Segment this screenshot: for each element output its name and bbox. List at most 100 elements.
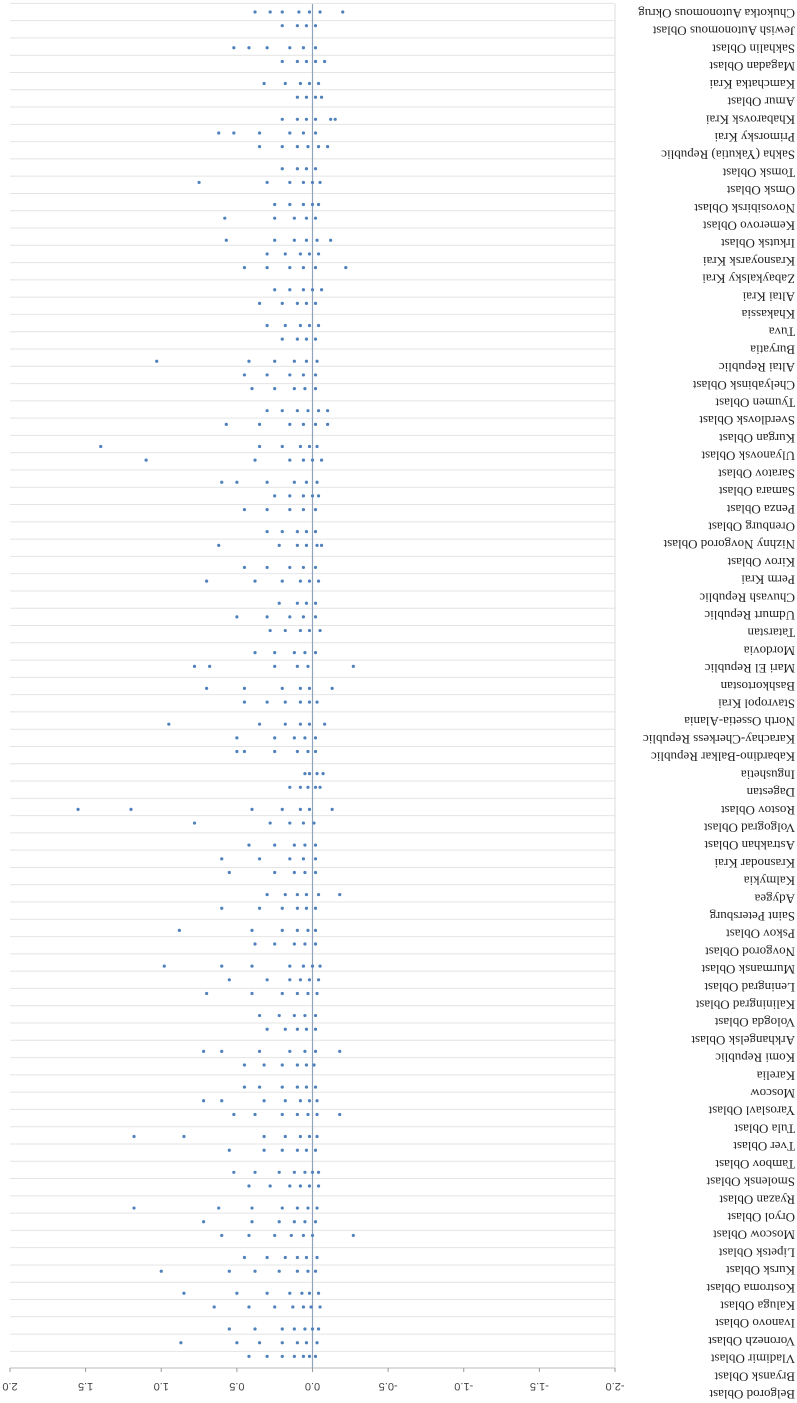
dot <box>217 543 221 547</box>
dot <box>192 821 197 825</box>
dot <box>316 145 321 149</box>
category-label: Zabaykalsky Krai <box>702 272 795 287</box>
category-label: Kaliningrad Oblast <box>695 998 795 1013</box>
dot <box>283 722 287 726</box>
dot <box>295 24 299 28</box>
dot <box>247 1354 251 1358</box>
dot <box>312 821 316 825</box>
dot <box>288 46 292 50</box>
category-label: Tuva <box>769 325 795 340</box>
category-label: Novosibirsk Oblast <box>694 201 795 216</box>
dot <box>292 216 296 220</box>
dot <box>265 252 269 256</box>
dot <box>338 1049 342 1053</box>
dot <box>253 1269 257 1273</box>
dot <box>280 1148 284 1152</box>
dot <box>227 1148 231 1152</box>
category-label: Komi Republic <box>715 1051 795 1066</box>
dot <box>292 1220 296 1224</box>
dot <box>315 238 319 242</box>
category-label: Orenburg Oblast <box>708 519 795 534</box>
category-label: Pskov Oblast <box>726 927 795 942</box>
category-label: Omsk Oblast <box>726 183 795 198</box>
category-label: Nizhny Novgorod Oblast <box>663 537 795 552</box>
category-label: Sakha (Yakutia) Republic <box>661 148 795 163</box>
dot <box>283 1255 287 1260</box>
dot <box>288 288 292 292</box>
dot <box>315 1206 319 1210</box>
category-label: Penza Oblast <box>726 502 795 517</box>
dot <box>304 1148 309 1152</box>
dot <box>295 1255 299 1260</box>
dot <box>326 409 330 413</box>
dot <box>313 131 318 135</box>
dot <box>310 202 315 207</box>
category-label: Khabarovsk Krai <box>705 112 795 127</box>
dot <box>313 615 318 619</box>
dot <box>288 422 292 426</box>
dot <box>318 785 322 789</box>
dot <box>205 579 209 583</box>
dot <box>250 1220 254 1224</box>
dot <box>292 1170 296 1174</box>
dot <box>313 857 318 861</box>
dot <box>310 288 315 292</box>
dot <box>313 1269 318 1273</box>
category-label: Kalmykia <box>744 874 795 889</box>
category-label: Bryansk Oblast <box>714 1369 795 1384</box>
category-label: Krasnoyarsk Krai <box>703 254 795 269</box>
dot <box>313 422 318 426</box>
dot <box>288 978 292 982</box>
dot <box>304 216 309 220</box>
dot <box>283 1134 287 1139</box>
dot <box>220 857 224 861</box>
dot <box>315 991 319 996</box>
dot <box>313 601 318 605</box>
category-label: Moscow Oblast <box>713 1228 795 1243</box>
dot <box>306 1269 310 1273</box>
dot <box>306 785 310 789</box>
dot <box>309 1305 313 1309</box>
dot <box>303 1327 307 1331</box>
dot <box>295 409 299 413</box>
dot <box>253 579 257 583</box>
dot <box>273 664 277 668</box>
dot <box>313 1027 318 1031</box>
dot <box>298 628 302 633</box>
dot <box>307 579 312 583</box>
dot <box>268 1184 272 1188</box>
dot <box>232 131 236 135</box>
category-label: Khakassia <box>741 307 795 322</box>
dot <box>319 543 324 547</box>
dot <box>316 978 321 982</box>
dot <box>307 807 312 811</box>
dot <box>273 216 277 220</box>
category-label: Moscow <box>750 1086 795 1101</box>
dot <box>312 1063 316 1067</box>
dot <box>242 565 247 570</box>
dot <box>310 1233 315 1238</box>
dot <box>303 843 307 847</box>
dot <box>242 1063 247 1067</box>
dot <box>268 821 272 825</box>
category-label: Samara Oblast <box>718 484 795 499</box>
dot <box>307 10 312 14</box>
category-label: Lipetsk Oblast <box>718 1245 795 1260</box>
dot <box>315 1255 319 1260</box>
dot <box>283 323 287 328</box>
dot <box>316 1291 321 1295</box>
dot <box>232 1112 236 1117</box>
dot <box>247 1305 251 1309</box>
dot <box>315 700 319 704</box>
category-label: Dagestan <box>746 785 795 800</box>
dot <box>265 1027 269 1031</box>
dot <box>265 266 269 270</box>
dot <box>250 928 254 932</box>
category-label: Udmurt Republic <box>704 608 795 623</box>
dot <box>301 180 306 185</box>
dot <box>280 59 284 64</box>
dot <box>301 1233 306 1238</box>
dot <box>280 301 284 305</box>
dot <box>182 1134 186 1139</box>
category-label: Mari El Republic <box>705 661 795 676</box>
